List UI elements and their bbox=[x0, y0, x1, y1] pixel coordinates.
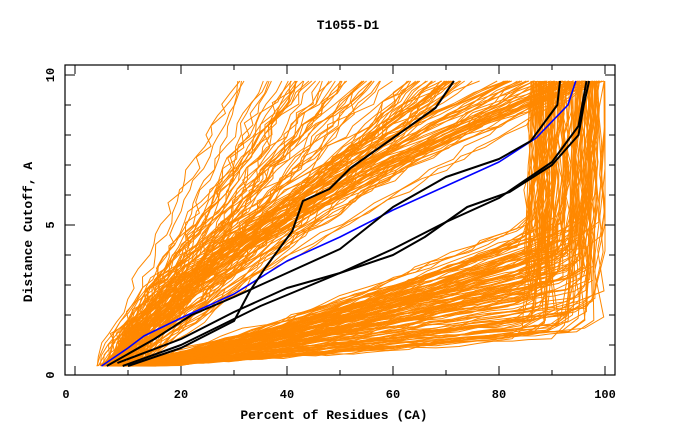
model-curve-mid-models-119 bbox=[108, 80, 580, 367]
model-curve-mid-models-123 bbox=[117, 80, 509, 367]
black-model-b-curve bbox=[106, 80, 561, 367]
y-tick-label-5: 5 bbox=[44, 221, 58, 228]
model-curve-mid-models-117 bbox=[137, 80, 518, 367]
model-curve-shallow-models-267 bbox=[128, 80, 558, 367]
y-tick-label-10: 10 bbox=[44, 68, 58, 82]
x-tick-label-60: 60 bbox=[386, 388, 400, 402]
model-curve-mid-models-112 bbox=[119, 80, 536, 367]
model-curve-steep-models-48 bbox=[106, 80, 239, 367]
model-curve-mid-models-128 bbox=[136, 80, 605, 367]
model-curve-shallow-models-185 bbox=[111, 80, 536, 367]
model-curve-mid-models-122 bbox=[117, 80, 574, 367]
model-curve-shallow-models-243 bbox=[111, 80, 584, 367]
y-axis-label: Distance Cutoff, A bbox=[21, 162, 36, 303]
x-tick-label-0: 0 bbox=[62, 388, 69, 402]
model-curve-mid-models-118 bbox=[119, 80, 589, 367]
model-curve-shallow-models-238 bbox=[130, 80, 591, 367]
model-curve-steep-models-28 bbox=[101, 80, 292, 367]
highlight-model-curves bbox=[101, 80, 591, 367]
model-curve-steep-models-43 bbox=[102, 80, 283, 367]
model-curve-steep-models-69 bbox=[136, 80, 297, 367]
model-curve-mid-models-104 bbox=[120, 80, 461, 367]
model-curve-shallow-models-247 bbox=[127, 80, 593, 367]
x-tick-label-20: 20 bbox=[174, 388, 188, 402]
model-curve-shallow-models-248 bbox=[126, 80, 579, 367]
background-model-curves bbox=[96, 80, 606, 367]
black-model-c1-curve bbox=[117, 80, 591, 364]
model-curve-steep-models-1 bbox=[96, 80, 241, 367]
y-tick-label-0: 0 bbox=[44, 371, 58, 378]
model-curve-shallow-models-266 bbox=[124, 80, 594, 367]
model-curve-shallow-models-269 bbox=[114, 80, 599, 367]
model-curve-shallow-models-264 bbox=[128, 80, 532, 367]
model-curve-steep-models-68 bbox=[138, 80, 296, 367]
model-curve-shallow-models-261 bbox=[123, 80, 555, 367]
model-curve-mid-models-105 bbox=[110, 80, 473, 367]
model-curve-steep-models-53 bbox=[129, 80, 460, 367]
model-curve-mid-models-125 bbox=[124, 80, 587, 367]
model-curve-mid-models-116 bbox=[103, 80, 480, 367]
model-curve-shallow-models-253 bbox=[110, 80, 579, 367]
model-curve-mid-models-129 bbox=[107, 80, 601, 367]
model-curve-shallow-models-260 bbox=[102, 80, 541, 367]
model-curve-shallow-models-265 bbox=[131, 80, 606, 367]
x-tick-label-40: 40 bbox=[280, 388, 294, 402]
black-model-a-curve bbox=[127, 80, 455, 367]
model-curve-mid-models-91 bbox=[128, 80, 555, 367]
model-curve-mid-models-124 bbox=[125, 80, 580, 367]
x-axis-label: Percent of Residues (CA) bbox=[240, 408, 427, 423]
x-tick-label-80: 80 bbox=[492, 388, 506, 402]
axis-ticks bbox=[65, 65, 615, 376]
black-model-c2-curve bbox=[122, 80, 588, 367]
axis-tick-labels: 0 20 40 60 80 100 0 5 10 bbox=[44, 68, 616, 402]
x-tick-label-100: 100 bbox=[594, 388, 616, 402]
model-curve-mid-models-107 bbox=[117, 80, 581, 367]
model-curve-mid-models-106 bbox=[109, 80, 584, 367]
chart-title: T1055-D1 bbox=[317, 18, 380, 33]
model-curve-mid-models-98 bbox=[125, 80, 593, 367]
model-curve-shallow-models-263 bbox=[132, 80, 542, 367]
model-curve-shallow-models-268 bbox=[108, 80, 596, 367]
